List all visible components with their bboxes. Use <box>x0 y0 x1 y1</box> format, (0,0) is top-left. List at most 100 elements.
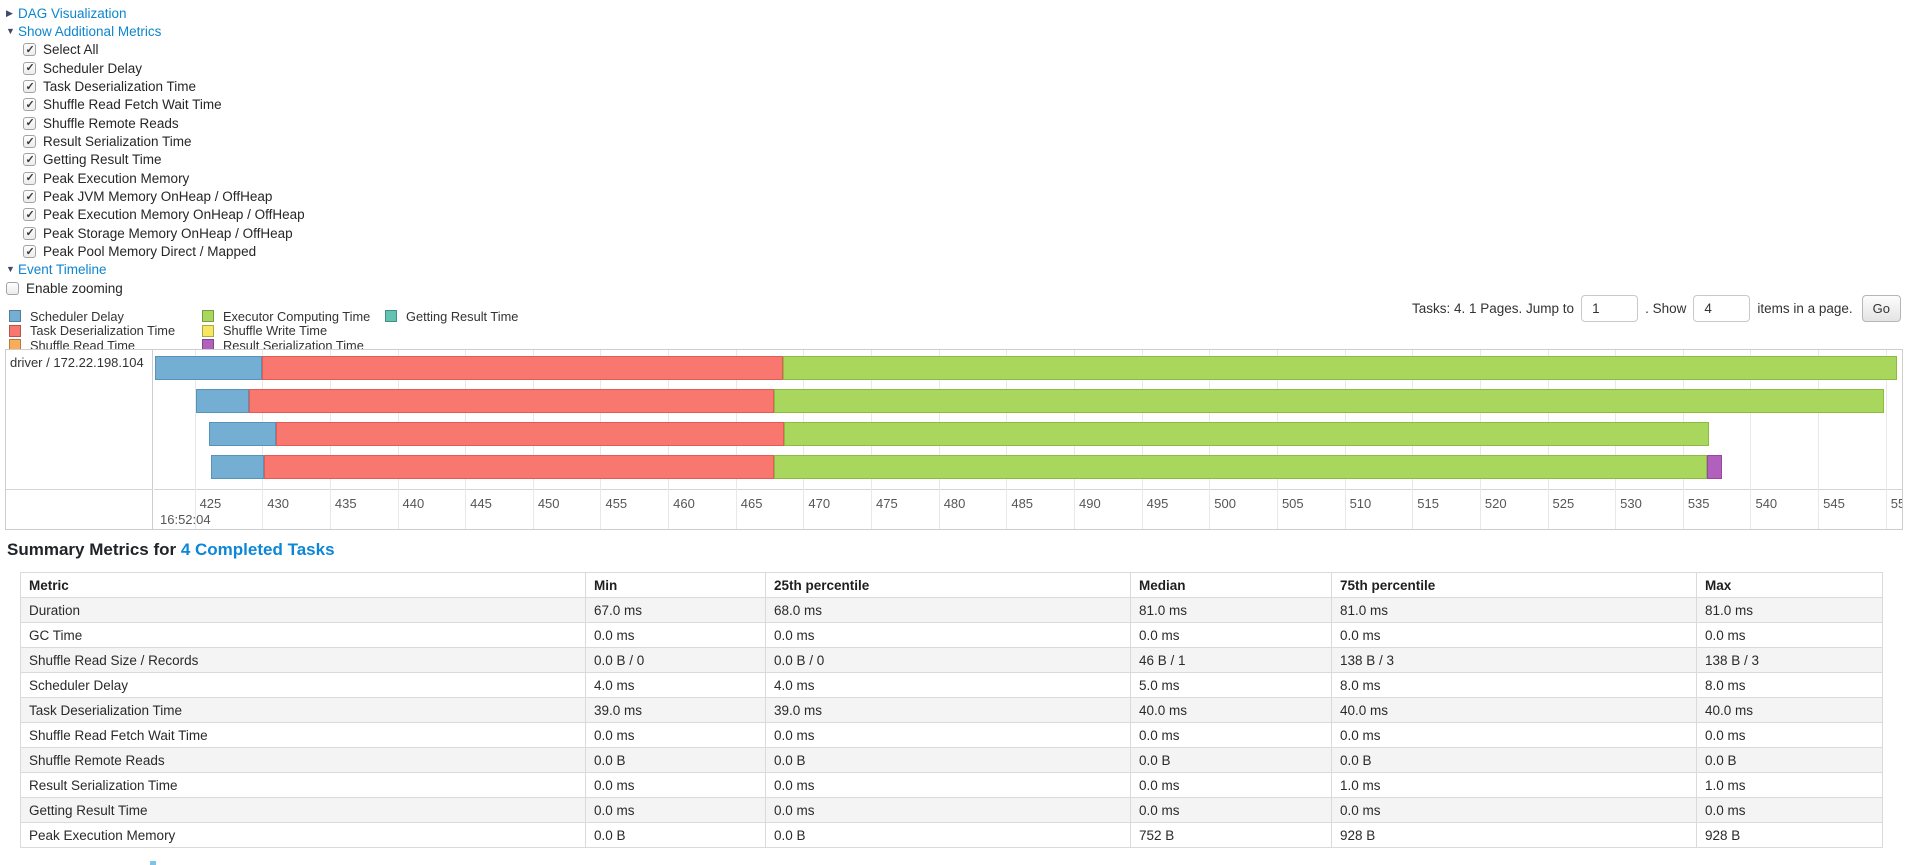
metric-checkbox[interactable] <box>23 153 36 167</box>
metric-checkbox-row[interactable]: Peak Execution Memory <box>6 169 305 187</box>
table-header-cell: Median <box>1130 572 1332 598</box>
metric-checkbox[interactable] <box>23 116 36 130</box>
metric-checkbox-row[interactable]: Peak Storage Memory OnHeap / OffHeap <box>6 224 305 242</box>
metric-checkbox-label: Scheduler Delay <box>43 60 143 76</box>
show-additional-metrics-link[interactable]: Show Additional Metrics <box>18 24 162 40</box>
metric-checkbox-row[interactable]: Shuffle Remote Reads <box>6 114 305 132</box>
timeline-group-column: driver / 172.22.198.104 <box>6 350 153 529</box>
timeline-bar-scheduler-delay[interactable] <box>195 389 249 413</box>
timeline-bar-task-deserialization[interactable] <box>275 422 785 446</box>
table-header: Metric Min 25th percentile Median 75th perce… <box>20 572 1883 598</box>
metric-checkbox-label: Peak Execution Memory OnHeap / OffHeap <box>43 207 305 223</box>
axis-tick-label: 505 <box>1281 496 1304 511</box>
metric-checkbox-row[interactable]: Result Serialization Time <box>6 132 305 150</box>
enable-zooming-label: Enable zooming <box>26 280 123 296</box>
metric-checkbox-row[interactable]: Getting Result Time <box>6 151 305 169</box>
metric-checkbox[interactable] <box>23 43 36 57</box>
metric-checkbox[interactable] <box>23 226 36 240</box>
legend-item: Task Deserialization Time <box>9 323 202 338</box>
completed-tasks-link[interactable]: 4 Completed Tasks <box>180 540 335 559</box>
metric-value-cell: 0.0 B <box>585 747 766 773</box>
axis-tick-label: 465 <box>740 496 763 511</box>
metric-checkbox[interactable] <box>23 245 36 259</box>
metric-name-cell: Scheduler Delay <box>20 672 586 698</box>
timeline-bar-result-serialization[interactable] <box>1707 455 1723 479</box>
legend-column: Scheduler Delay Task Deserialization Time… <box>9 309 202 353</box>
axis-tick-label: 435 <box>334 496 357 511</box>
go-button[interactable]: Go <box>1861 295 1901 322</box>
metric-value-cell: 138 B / 3 <box>1331 647 1697 673</box>
timeline-bar-scheduler-delay[interactable] <box>210 455 264 479</box>
executor-computing-swatch-icon <box>202 310 214 323</box>
metric-value-cell: 0.0 ms <box>1331 722 1697 748</box>
axis-major-label: 16:52:04 <box>160 512 211 527</box>
metric-value-cell: 0.0 B <box>765 822 1131 848</box>
timeline-bar-executor-computing[interactable] <box>784 422 1709 446</box>
metric-checkbox-row[interactable]: Scheduler Delay <box>6 59 305 77</box>
metric-checkbox-label: Peak JVM Memory OnHeap / OffHeap <box>43 189 273 205</box>
timeline-bar-executor-computing[interactable] <box>773 455 1708 479</box>
dag-visualization-toggle[interactable]: ▶ DAG Visualization <box>6 4 305 22</box>
table-row: Shuffle Remote Reads 0.0 B 0.0 B 0.0 B 0.0 B… <box>20 747 1883 773</box>
metric-value-cell: 752 B <box>1130 822 1332 848</box>
table-header-row: Metric Min 25th percentile Median 75th perce… <box>20 572 1883 598</box>
table-header-cell: Min <box>585 572 766 598</box>
metric-value-cell: 0.0 B / 0 <box>765 647 1131 673</box>
timeline-bar-executor-computing[interactable] <box>783 356 1897 380</box>
metric-checkbox[interactable] <box>23 135 36 149</box>
event-timeline-toggle[interactable]: ▼ Event Timeline <box>6 261 305 279</box>
axis-tick-label: 545 <box>1823 496 1845 511</box>
table-row: Scheduler Delay 4.0 ms 4.0 ms 5.0 ms 8.0 ms 8… <box>20 672 1883 698</box>
shuffle-write-swatch-icon <box>202 324 214 337</box>
enable-zooming-checkbox[interactable] <box>6 281 19 295</box>
items-per-page-input[interactable] <box>1693 295 1751 322</box>
metric-checkbox[interactable] <box>23 190 36 204</box>
axis-tick-label: 550 <box>1890 496 1902 511</box>
timeline-bar-task-deserialization[interactable] <box>248 389 774 413</box>
metric-name-cell: Result Serialization Time <box>20 772 586 798</box>
show-additional-metrics-toggle[interactable]: ▼ Show Additional Metrics <box>6 22 305 40</box>
metric-checkbox-row[interactable]: Peak Pool Memory Direct / Mapped <box>6 242 305 260</box>
jump-to-page-input[interactable] <box>1581 295 1639 322</box>
timeline-bar-scheduler-delay[interactable] <box>155 356 263 380</box>
table-row: Getting Result Time 0.0 ms 0.0 ms 0.0 ms 0.0… <box>20 797 1883 823</box>
axis-tick-label: 530 <box>1620 496 1642 511</box>
legend-column: Getting Result Time <box>385 309 518 353</box>
metric-checkbox-row[interactable]: Peak JVM Memory OnHeap / OffHeap <box>6 187 305 205</box>
metric-value-cell: 0.0 ms <box>1696 797 1883 823</box>
metric-value-cell: 0.0 ms <box>765 722 1131 748</box>
enable-zooming-row[interactable]: Enable zooming <box>6 279 305 297</box>
legend-item: Shuffle Write Time <box>202 323 385 338</box>
event-timeline-chart: driver / 172.22.198.104 425 430 435 440 445 4… <box>5 349 1903 530</box>
timeline-plot-area: 425 430 435 440 445 450 455 460 465 470 475 480 485 4… <box>154 350 1902 529</box>
table-header-cell: Max <box>1696 572 1883 598</box>
metric-value-cell: 0.0 B <box>1331 747 1697 773</box>
event-timeline-link[interactable]: Event Timeline <box>18 262 107 278</box>
timeline-bar-executor-computing[interactable] <box>773 389 1885 413</box>
metric-checkbox[interactable] <box>23 80 36 94</box>
metric-checkbox-row[interactable]: Task Deserialization Time <box>6 77 305 95</box>
metric-value-cell: 0.0 ms <box>1130 622 1332 648</box>
metric-checkbox[interactable] <box>23 98 36 112</box>
metric-value-cell: 8.0 ms <box>1331 672 1697 698</box>
timeline-bar-task-deserialization[interactable] <box>262 356 784 380</box>
metric-checkbox[interactable] <box>23 171 36 185</box>
metric-checkbox-row[interactable]: Shuffle Read Fetch Wait Time <box>6 96 305 114</box>
metric-value-cell: 40.0 ms <box>1696 697 1883 723</box>
metric-checkbox[interactable] <box>23 208 36 222</box>
axis-tick-label: 500 <box>1214 496 1236 511</box>
dag-visualization-link[interactable]: DAG Visualization <box>18 5 127 21</box>
axis-separator-left <box>6 489 153 490</box>
metric-checkbox-row[interactable]: Select All <box>6 41 305 59</box>
metric-value-cell: 46 B / 1 <box>1130 647 1332 673</box>
metric-checkbox[interactable] <box>23 61 36 75</box>
metric-name-cell: Shuffle Read Fetch Wait Time <box>20 722 586 748</box>
metric-checkbox-row[interactable]: Peak Execution Memory OnHeap / OffHeap <box>6 206 305 224</box>
timeline-gridline <box>1818 350 1820 529</box>
timeline-bar-task-deserialization[interactable] <box>263 455 774 479</box>
timeline-bar-scheduler-delay[interactable] <box>209 422 276 446</box>
metric-value-cell: 68.0 ms <box>765 597 1131 623</box>
summary-metrics-title: Summary Metrics for 4 Completed Tasks <box>7 540 335 560</box>
metric-value-cell: 0.0 ms <box>1696 722 1883 748</box>
table-row: GC Time 0.0 ms 0.0 ms 0.0 ms 0.0 ms 0.0 ms <box>20 622 1883 648</box>
